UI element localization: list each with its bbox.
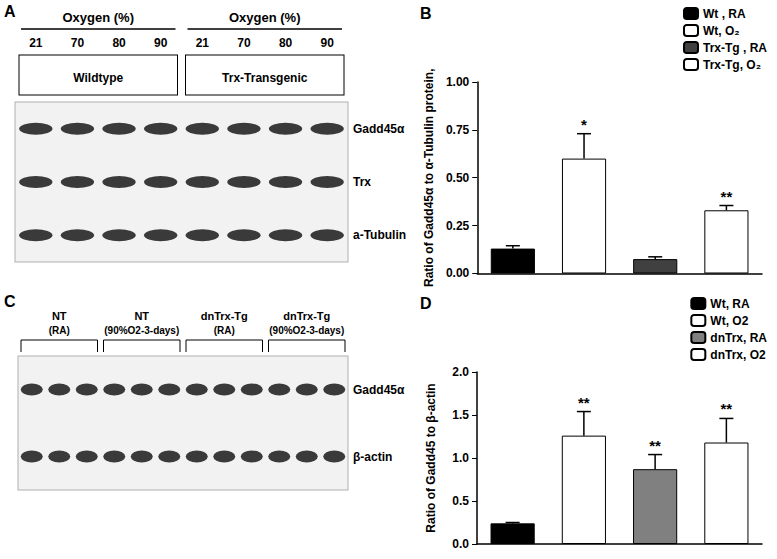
svg-text:1.00: 1.00 (446, 75, 470, 89)
svg-text:(RA): (RA) (214, 325, 235, 336)
svg-text:70: 70 (71, 36, 85, 50)
svg-text:Ratio of Gadd45α to α-Tubulin: Ratio of Gadd45α to α-Tubulin protein, (422, 68, 436, 287)
svg-text:dnTrx-Tg: dnTrx-Tg (283, 310, 330, 322)
svg-text:A: A (4, 3, 16, 20)
svg-text:Oxygen (%): Oxygen (%) (62, 10, 134, 25)
svg-text:Gadd45α: Gadd45α (353, 122, 405, 136)
svg-text:Wildtype: Wildtype (73, 71, 123, 85)
svg-text:Wt, O2: Wt, O2 (710, 314, 748, 328)
svg-text:β-actin: β-actin (353, 450, 392, 464)
svg-text:dnTrx, RA: dnTrx, RA (710, 331, 767, 345)
svg-text:80: 80 (112, 36, 126, 50)
svg-text:Oxygen (%): Oxygen (%) (229, 10, 301, 25)
svg-text:**: ** (721, 188, 733, 205)
svg-text:0.75: 0.75 (446, 123, 470, 137)
svg-text:0.25: 0.25 (446, 219, 470, 233)
svg-text:0.5: 0.5 (452, 494, 469, 508)
svg-text:0.0: 0.0 (452, 537, 469, 551)
svg-text:Trx-Tg, O₂: Trx-Tg, O₂ (703, 58, 761, 72)
svg-text:Trx-Tg , RA: Trx-Tg , RA (703, 41, 767, 55)
svg-text:dnTrx-Tg: dnTrx-Tg (201, 310, 248, 322)
svg-text:C: C (4, 293, 16, 310)
svg-text:80: 80 (279, 36, 293, 50)
svg-text:Ratio of Gadd45 to β-actin: Ratio of Gadd45 to β-actin (424, 383, 438, 532)
svg-text:Wt, RA: Wt, RA (710, 297, 750, 311)
svg-text:**: ** (649, 437, 661, 454)
svg-text:Trx-Transgenic: Trx-Transgenic (222, 71, 308, 85)
svg-text:dnTrx, O2: dnTrx, O2 (710, 348, 766, 362)
svg-text:**: ** (578, 394, 590, 411)
svg-text:Gadd45α: Gadd45α (353, 383, 405, 397)
svg-text:a-Tubulin: a-Tubulin (353, 228, 406, 242)
svg-text:Wt , RA: Wt , RA (703, 7, 746, 21)
svg-text:0.00: 0.00 (446, 266, 470, 280)
svg-text:D: D (420, 295, 432, 312)
svg-text:1.0: 1.0 (452, 451, 469, 465)
svg-text:21: 21 (196, 36, 210, 50)
svg-text:2.0: 2.0 (452, 365, 469, 379)
svg-text:Trx: Trx (353, 175, 371, 189)
svg-text:90: 90 (321, 36, 335, 50)
svg-text:(90%O2-3-days): (90%O2-3-days) (269, 325, 344, 336)
svg-text:90: 90 (154, 36, 168, 50)
svg-text:**: ** (721, 400, 733, 417)
svg-text:70: 70 (237, 36, 251, 50)
svg-text:(90%O2-3-days): (90%O2-3-days) (104, 325, 179, 336)
svg-text:NT: NT (52, 310, 67, 322)
svg-text:21: 21 (29, 36, 43, 50)
svg-text:1.5: 1.5 (452, 408, 469, 422)
svg-text:NT: NT (134, 310, 149, 322)
svg-text:(RA): (RA) (49, 325, 70, 336)
svg-text:B: B (420, 5, 432, 22)
svg-text:Wt, O₂: Wt, O₂ (703, 24, 740, 38)
svg-text:*: * (581, 116, 587, 133)
svg-text:0.50: 0.50 (446, 171, 470, 185)
